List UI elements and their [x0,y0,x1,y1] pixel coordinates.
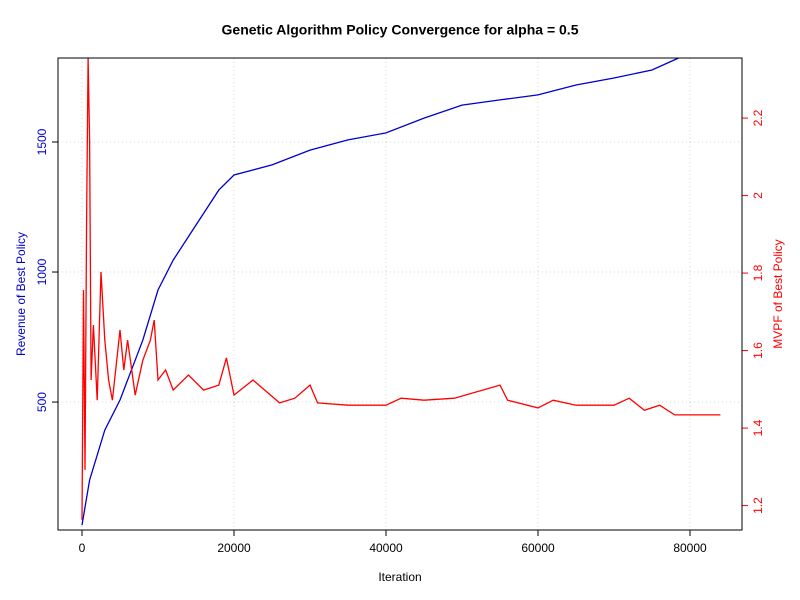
series-line [81,57,721,520]
x-tick-label: 40000 [369,541,403,555]
y2-tick-label: 1.4 [751,419,765,436]
x-tick-label: 20000 [217,541,251,555]
chart-title: Genetic Algorithm Policy Convergence for… [222,22,579,38]
y-tick-label: 500 [35,392,49,412]
y2-tick-label: 2.2 [751,109,765,126]
y2-tick-label: 2 [751,192,765,199]
x-tick-label: 0 [79,541,86,555]
x-axis-label: Iteration [378,570,421,584]
y-axis-label: Revenue of Best Policy [14,232,28,356]
x-tick-label: 80000 [673,541,707,555]
y-tick-label: 1500 [35,128,49,155]
y-tick-label: 1000 [35,258,49,285]
y2-axis-label: MVPF of Best Policy [771,239,785,348]
y2-tick-label: 1.6 [751,342,765,359]
plot-frame [57,57,743,531]
x-tick-label: 60000 [521,541,555,555]
y2-tick-label: 1.2 [751,497,765,514]
y2-tick-label: 1.8 [751,264,765,281]
